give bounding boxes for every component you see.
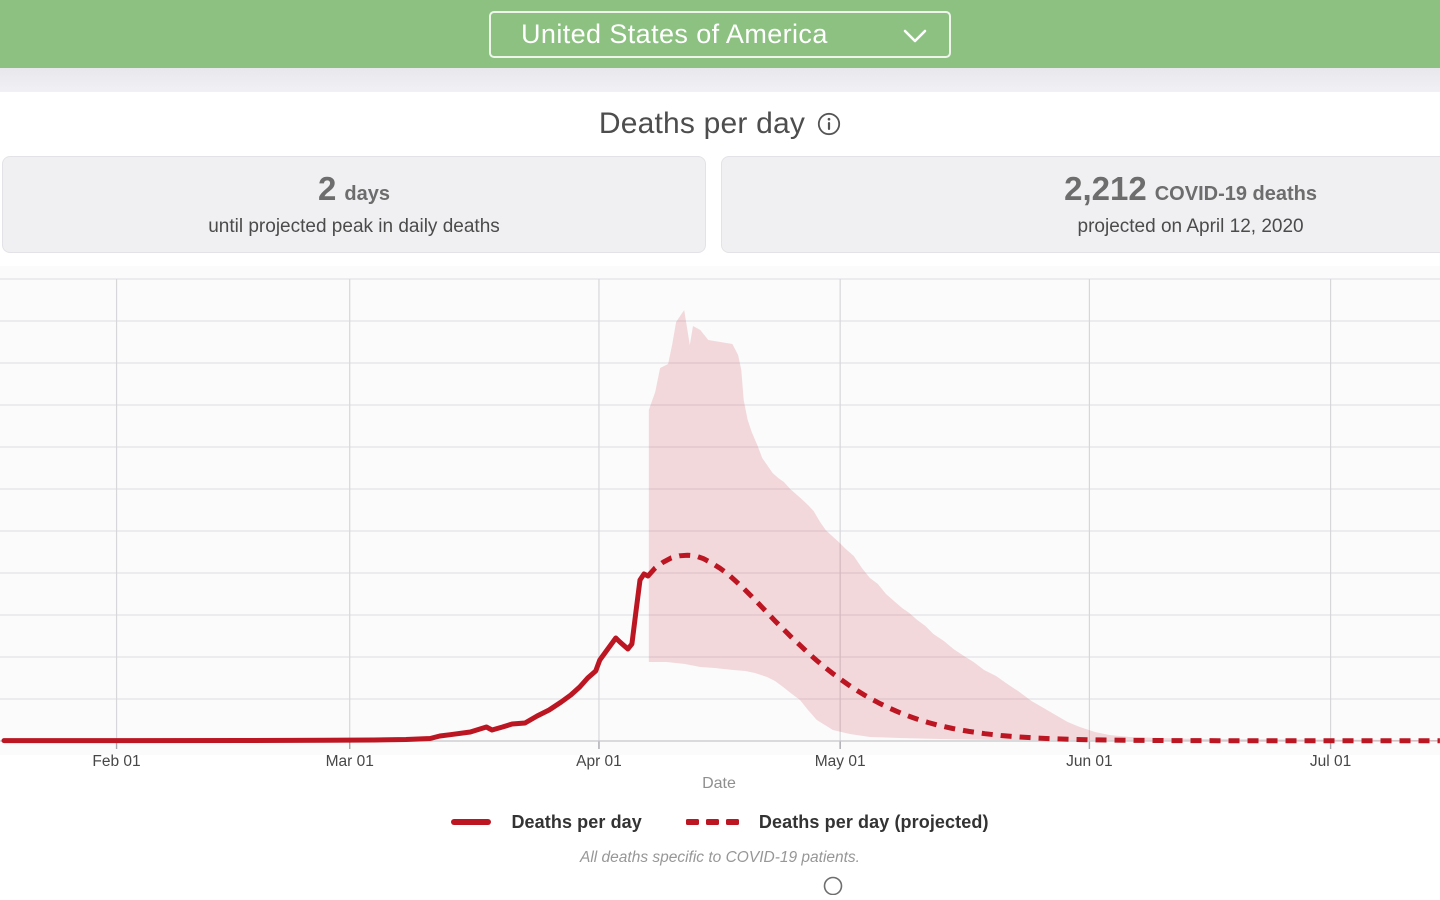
- x-tick-label: May 01: [815, 753, 866, 770]
- peak-countdown-value-line: 2 days: [318, 171, 390, 207]
- header-shadow-strip: [0, 68, 1440, 92]
- deaths-per-day-chart[interactable]: Feb 01 Mar 01 Apr 01 May 01 Jun 01 Jul 01 Date: [0, 256, 1440, 800]
- uncertainty-band: [648, 310, 1440, 741]
- next-section-info-icon[interactable]: [823, 875, 843, 900]
- x-axis-title: Date: [702, 775, 736, 792]
- peak-countdown-unit: days: [344, 183, 390, 206]
- x-tick-label: Jul 01: [1310, 753, 1351, 770]
- chevron-down-icon: [903, 19, 927, 50]
- chart-area: Feb 01 Mar 01 Apr 01 May 01 Jun 01 Jul 01 Date: [0, 256, 1440, 800]
- deaths-per-day-projected-line: [646, 552, 1440, 744]
- chart-legend: Deaths per day Deaths per day (projected…: [0, 806, 1440, 838]
- x-tick-label: Mar 01: [326, 753, 374, 770]
- projected-deaths-description: projected on April 12, 2020: [1077, 215, 1304, 237]
- projected-deaths-unit: COVID-19 deaths: [1154, 183, 1317, 206]
- legend-label-projected: Deaths per day (projected): [758, 811, 989, 832]
- projected-deaths-card: 2,212 COVID-19 deaths projected on April …: [721, 156, 1440, 253]
- plot-background: [0, 266, 1440, 755]
- app-header: United States of America: [0, 0, 1440, 68]
- peak-countdown-card: 2 days until projected peak in daily deat…: [2, 156, 706, 253]
- x-tick-label: Feb 01: [92, 753, 140, 770]
- page-title: Deaths per day: [598, 107, 806, 140]
- x-tick-label: Apr 01: [576, 753, 622, 770]
- x-tick-label: Jun 01: [1066, 753, 1113, 770]
- legend-item-observed: Deaths per day: [451, 811, 642, 833]
- info-icon[interactable]: [817, 112, 841, 136]
- projected-deaths-content: 2,212 COVID-19 deaths projected on April …: [1064, 171, 1317, 237]
- peak-countdown-number: 2: [318, 170, 337, 208]
- peak-countdown-description: until projected peak in daily deaths: [208, 215, 500, 237]
- legend-label-observed: Deaths per day: [511, 811, 642, 832]
- country-selector-label: United States of America: [521, 18, 828, 49]
- chart-footnote: All deaths specific to COVID-19 patients…: [580, 849, 860, 866]
- projected-deaths-number: 2,212: [1064, 170, 1147, 208]
- deaths-per-day-line: [1, 571, 651, 744]
- stat-cards: 2 days until projected peak in daily deat…: [0, 156, 1440, 253]
- horizontal-gridlines: [0, 278, 1440, 700]
- vertical-gridlines-and-ticks: Feb 01 Mar 01 Apr 01 May 01 Jun 01 Jul 01: [92, 279, 1351, 770]
- chart-title-row: Deaths per day: [0, 100, 1440, 148]
- projected-deaths-value-line: 2,212 COVID-19 deaths: [1064, 171, 1317, 207]
- country-selector-dropdown[interactable]: United States of America: [489, 10, 951, 58]
- dashed-line-swatch: [685, 819, 739, 825]
- legend-item-projected: Deaths per day (projected): [685, 811, 989, 833]
- solid-line-swatch: [451, 819, 492, 825]
